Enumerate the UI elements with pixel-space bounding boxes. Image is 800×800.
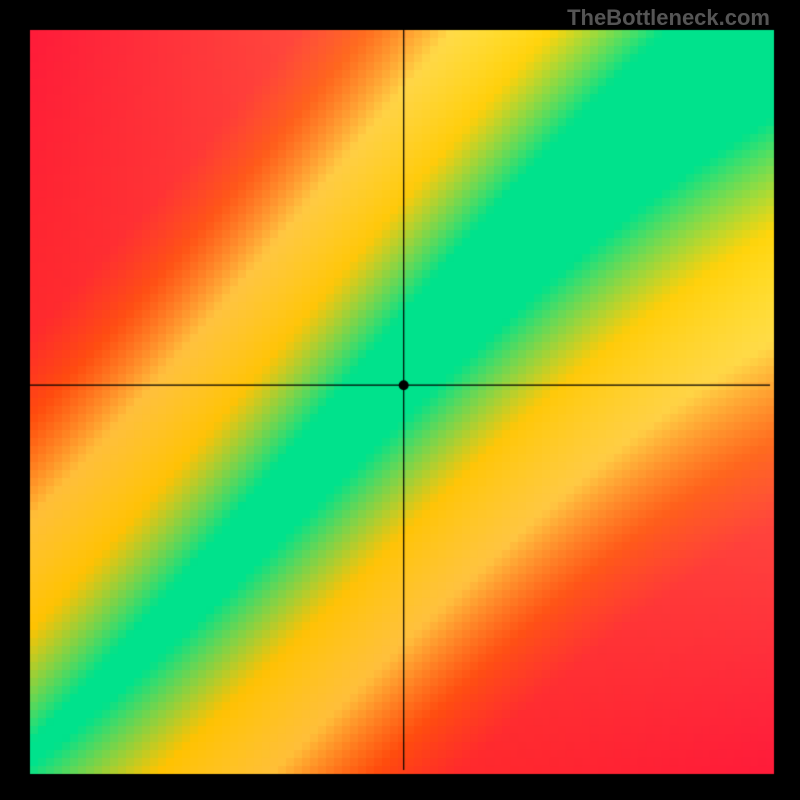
watermark-text: TheBottleneck.com — [567, 5, 770, 31]
chart-container: TheBottleneck.com — [0, 0, 800, 800]
heatmap-canvas — [0, 0, 800, 800]
